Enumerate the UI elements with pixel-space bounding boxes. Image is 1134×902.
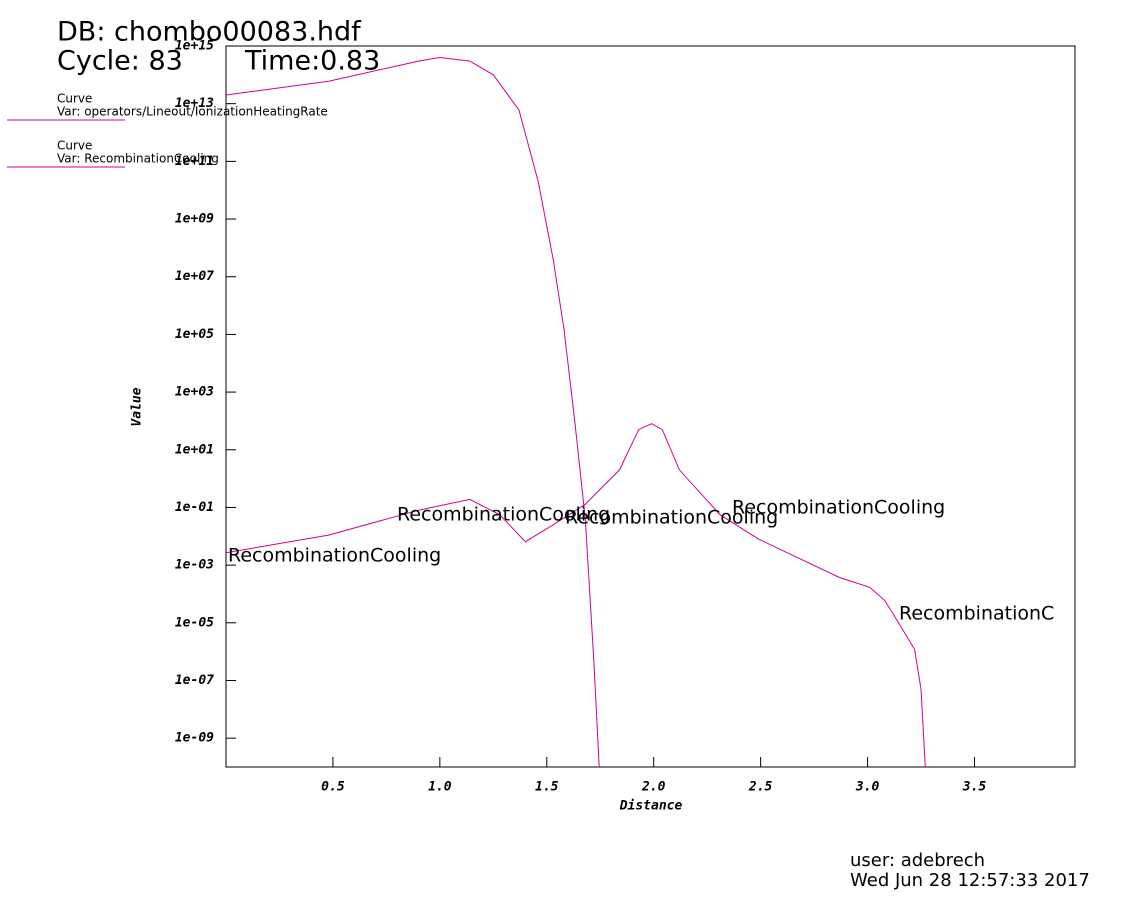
cycle: Cycle: 83 xyxy=(57,46,183,77)
legend-title: Curve xyxy=(57,139,92,153)
y-tick-label: 1e+03 xyxy=(175,385,214,400)
y-tick-label: 1e+01 xyxy=(175,442,214,457)
time: Time:0.83 xyxy=(244,46,380,77)
y-tick-label: 1e+09 xyxy=(175,212,214,227)
x-axis-label: Distance xyxy=(619,799,683,814)
curve-label: RecombinationCooling xyxy=(397,504,610,526)
plot-frame xyxy=(225,45,1076,768)
x-tick-label: 1.5 xyxy=(535,780,559,795)
x-tick-label: 2.0 xyxy=(641,780,666,795)
curve-label: RecombinationCooling xyxy=(228,545,441,567)
legend-title: Curve xyxy=(57,92,92,106)
y-tick-label: 1e+11 xyxy=(175,154,214,169)
y-tick-label: 1e-03 xyxy=(175,558,214,573)
y-tick-label: 1e+07 xyxy=(175,269,214,284)
y-tick-label: 1e+15 xyxy=(175,39,214,54)
user: user: adebrech xyxy=(850,850,985,871)
y-tick-label: 1e+05 xyxy=(175,327,214,342)
x-tick-label: 3.0 xyxy=(855,780,880,795)
curve-label: RecombinationCooling xyxy=(732,497,945,519)
date: Wed Jun 28 12:57:33 2017 xyxy=(850,870,1090,891)
legend-entry: Var: RecombinationCooling xyxy=(57,152,219,166)
x-tick-label: 1.0 xyxy=(428,780,452,795)
curve-label: RecombinationCooling xyxy=(565,507,778,529)
db-title: DB: chombo00083.hdf xyxy=(57,17,362,48)
y-axis-label: Value xyxy=(130,387,145,426)
legend-entry: Var: operators/Lineout/IonizationHeating… xyxy=(57,105,328,119)
y-tick-label: 1e-07 xyxy=(175,673,214,688)
x-tick-label: 0.5 xyxy=(321,780,345,795)
y-tick-label: 1e+13 xyxy=(175,96,214,111)
curve xyxy=(225,56,600,768)
y-tick-label: 1e-05 xyxy=(175,615,214,630)
curve-label: RecombinationC xyxy=(899,603,1054,625)
x-tick-label: 3.5 xyxy=(962,780,987,795)
curve xyxy=(225,423,926,768)
y-tick-label: 1e-09 xyxy=(175,731,214,746)
x-tick-label: 2.5 xyxy=(748,780,773,795)
y-tick-label: 1e-01 xyxy=(175,500,214,515)
